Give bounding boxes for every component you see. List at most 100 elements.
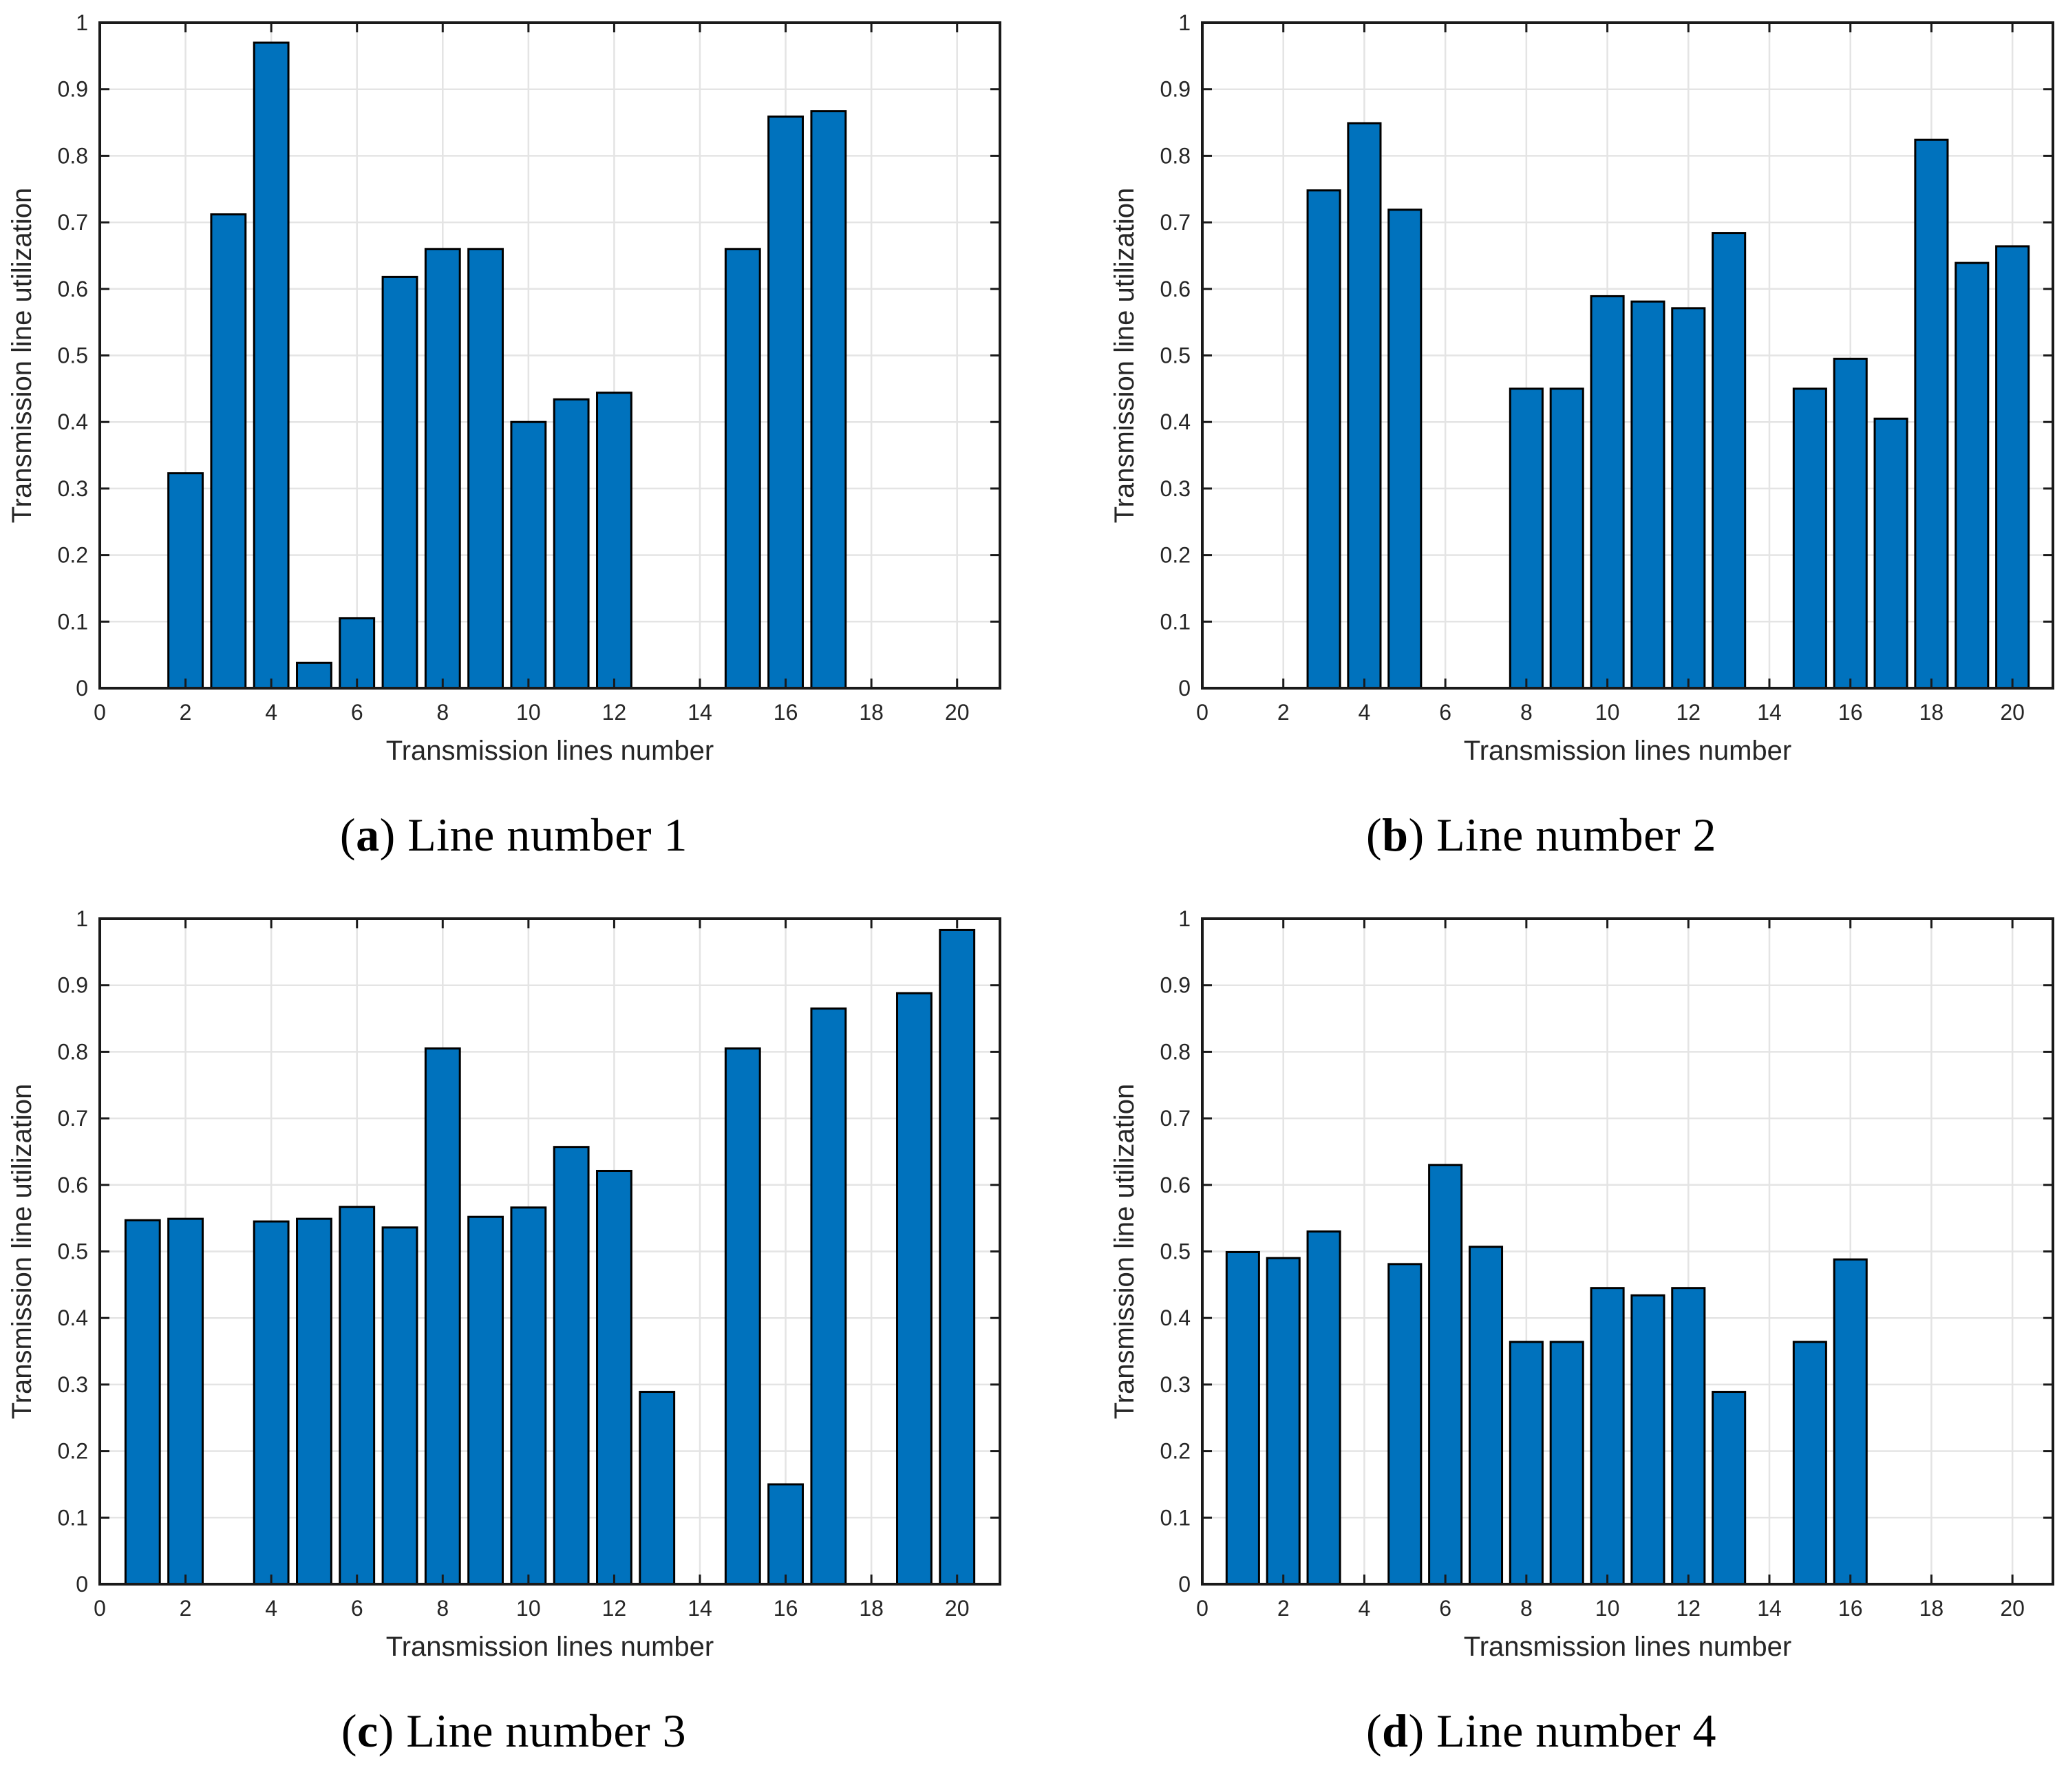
caption-d-letter: d — [1382, 1705, 1409, 1757]
svg-text:Transmission line utilization: Transmission line utilization — [7, 1084, 37, 1420]
svg-text:8: 8 — [1520, 1596, 1533, 1621]
svg-text:1: 1 — [1178, 10, 1191, 35]
caption-d: (d) Line number 4 — [1028, 1670, 2055, 1792]
svg-text:12: 12 — [1676, 1596, 1701, 1621]
svg-text:18: 18 — [859, 700, 884, 725]
svg-text:20: 20 — [945, 700, 970, 725]
svg-text:0.3: 0.3 — [58, 1372, 88, 1397]
svg-text:0.4: 0.4 — [58, 1305, 88, 1330]
svg-text:1: 1 — [76, 10, 88, 35]
svg-text:18: 18 — [859, 1596, 884, 1621]
svg-text:0.6: 0.6 — [58, 1173, 88, 1197]
bar-chart-line-2: 0 2 4 6 8 10 12 14 16 18 20 0 0.1 0.2 0.3 0.4 0.5 0.6 0.7 0… — [1109, 10, 2054, 766]
svg-text:Transmission line utilization: Transmission line utilization — [7, 188, 37, 524]
caption-b-open: ( — [1366, 809, 1383, 861]
svg-text:2: 2 — [180, 1596, 192, 1621]
svg-text:0.6: 0.6 — [1160, 277, 1191, 301]
svg-text:10: 10 — [516, 700, 541, 725]
svg-text:0.8: 0.8 — [58, 143, 88, 168]
svg-text:6: 6 — [1439, 700, 1451, 725]
svg-text:0.5: 0.5 — [58, 1239, 88, 1264]
caption-a-text: ) Line number 1 — [379, 809, 688, 861]
caption-a-open: ( — [339, 809, 356, 861]
svg-text:16: 16 — [774, 1596, 798, 1621]
caption-c-open: ( — [341, 1705, 357, 1757]
svg-text:0.9: 0.9 — [58, 77, 88, 102]
svg-text:0.1: 0.1 — [58, 609, 88, 634]
svg-text:12: 12 — [602, 1596, 627, 1621]
svg-text:12: 12 — [1676, 700, 1701, 725]
svg-text:12: 12 — [602, 700, 627, 725]
svg-text:8: 8 — [436, 1596, 449, 1621]
svg-text:16: 16 — [1838, 700, 1863, 725]
svg-text:0.6: 0.6 — [1160, 1173, 1191, 1197]
svg-text:0.7: 0.7 — [58, 210, 88, 235]
svg-text:6: 6 — [351, 700, 363, 725]
svg-text:0.5: 0.5 — [1160, 343, 1191, 368]
svg-text:Transmission lines number: Transmission lines number — [1464, 1632, 1791, 1662]
svg-text:14: 14 — [688, 1596, 712, 1621]
svg-text:0.1: 0.1 — [1160, 1505, 1191, 1530]
svg-text:Transmission line utilization: Transmission line utilization — [1109, 1084, 1140, 1420]
svg-text:0.2: 0.2 — [58, 1439, 88, 1464]
svg-text:2: 2 — [180, 700, 192, 725]
svg-text:10: 10 — [516, 1596, 541, 1621]
svg-text:0.3: 0.3 — [58, 476, 88, 501]
svg-text:6: 6 — [1439, 1596, 1451, 1621]
svg-text:0.2: 0.2 — [1160, 1439, 1191, 1464]
svg-text:Transmission lines number: Transmission lines number — [386, 1632, 714, 1662]
svg-text:0.8: 0.8 — [58, 1039, 88, 1064]
svg-text:1: 1 — [76, 906, 88, 931]
svg-text:2: 2 — [1277, 700, 1290, 725]
svg-text:0: 0 — [1196, 1596, 1208, 1621]
bar-chart-line-4: 0 2 4 6 8 10 12 14 16 18 20 0 0.1 0.2 0.3 0.4 0.5 0.6 0.7 0… — [1109, 906, 2054, 1662]
svg-text:0.7: 0.7 — [58, 1106, 88, 1131]
svg-text:Transmission line utilization: Transmission line utilization — [1109, 188, 1140, 524]
svg-text:16: 16 — [1838, 1596, 1863, 1621]
svg-text:14: 14 — [1757, 700, 1782, 725]
caption-b: (b) Line number 2 — [1028, 774, 2055, 896]
svg-text:0.4: 0.4 — [1160, 1305, 1191, 1330]
svg-text:8: 8 — [1520, 700, 1533, 725]
svg-text:0: 0 — [1196, 700, 1208, 725]
svg-text:0.1: 0.1 — [58, 1505, 88, 1530]
svg-text:0: 0 — [94, 700, 106, 725]
caption-c-text: ) Line number 3 — [378, 1705, 687, 1757]
svg-text:Transmission lines number: Transmission lines number — [386, 736, 714, 766]
svg-text:10: 10 — [1595, 1596, 1620, 1621]
svg-text:0.9: 0.9 — [1160, 77, 1191, 102]
chart-panel-d: 0 2 4 6 8 10 12 14 16 18 20 0 0.1 0.2 0.3 0.4 0.5 0.6 0.7 0… — [1028, 896, 2055, 1792]
svg-text:6: 6 — [351, 1596, 363, 1621]
svg-text:0: 0 — [1178, 1572, 1191, 1597]
chart-panel-b: 0 2 4 6 8 10 12 14 16 18 20 0 0.1 0.2 0.3 0.4 0.5 0.6 0.7 0… — [1028, 0, 2055, 896]
caption-c-letter: c — [356, 1705, 379, 1757]
caption-b-text: ) Line number 2 — [1408, 809, 1716, 861]
svg-text:0: 0 — [1178, 676, 1191, 701]
svg-text:0.3: 0.3 — [1160, 476, 1191, 501]
svg-text:4: 4 — [1359, 1596, 1371, 1621]
svg-text:0.7: 0.7 — [1160, 210, 1191, 235]
svg-text:0.7: 0.7 — [1160, 1106, 1191, 1131]
svg-text:0.4: 0.4 — [58, 409, 88, 434]
svg-text:4: 4 — [265, 1596, 277, 1621]
svg-text:Transmission lines number: Transmission lines number — [1464, 736, 1791, 766]
svg-text:4: 4 — [265, 700, 277, 725]
caption-d-text: ) Line number 4 — [1408, 1705, 1716, 1757]
caption-d-open: ( — [1366, 1705, 1383, 1757]
svg-text:0.9: 0.9 — [58, 973, 88, 998]
bar-chart-line-1: 0 2 4 6 8 10 12 14 16 18 20 0 0.1 0.2 0.3 0.4 0.5 0.6 0.7 0… — [7, 10, 1001, 766]
svg-text:16: 16 — [774, 700, 798, 725]
svg-text:18: 18 — [1919, 700, 1944, 725]
svg-text:0: 0 — [76, 676, 88, 701]
svg-text:14: 14 — [1757, 1596, 1782, 1621]
caption-a: (a) Line number 1 — [0, 774, 1028, 896]
svg-text:8: 8 — [436, 700, 449, 725]
caption-c: (c) Line number 3 — [0, 1670, 1028, 1792]
svg-text:4: 4 — [1359, 700, 1371, 725]
chart-panel-c: 0 2 4 6 8 10 12 14 16 18 20 0 0.1 0.2 0.3 0.4 0.5 0.6 0.7 0… — [0, 896, 1028, 1792]
svg-text:0.3: 0.3 — [1160, 1372, 1191, 1397]
caption-b-letter: b — [1382, 809, 1409, 861]
svg-text:0: 0 — [76, 1572, 88, 1597]
caption-a-letter: a — [356, 809, 380, 861]
